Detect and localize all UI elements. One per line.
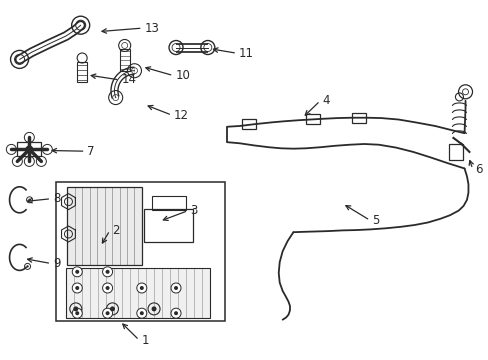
Circle shape	[26, 265, 29, 267]
Text: 1: 1	[141, 334, 148, 347]
Circle shape	[171, 283, 181, 293]
Bar	[305, 114, 319, 124]
Text: 11: 11	[239, 47, 254, 60]
Bar	[17, 143, 41, 156]
Bar	[151, 196, 185, 210]
Text: 4: 4	[322, 94, 329, 107]
Bar	[66, 268, 210, 318]
Circle shape	[102, 267, 112, 277]
Bar	[144, 209, 193, 242]
Text: 13: 13	[144, 22, 159, 35]
Bar	[242, 119, 256, 129]
Text: 5: 5	[371, 214, 379, 227]
Text: 8: 8	[53, 192, 61, 205]
Circle shape	[174, 311, 178, 315]
Circle shape	[105, 270, 109, 274]
Text: 7: 7	[87, 145, 95, 158]
Circle shape	[151, 306, 156, 311]
Circle shape	[137, 308, 146, 318]
Circle shape	[171, 308, 181, 318]
Text: 6: 6	[474, 163, 481, 176]
Circle shape	[102, 308, 112, 318]
Circle shape	[110, 306, 115, 311]
Circle shape	[25, 145, 33, 153]
Circle shape	[137, 283, 146, 293]
Circle shape	[72, 283, 82, 293]
Circle shape	[75, 286, 79, 290]
Text: 14: 14	[122, 73, 137, 86]
Circle shape	[174, 286, 178, 290]
Bar	[120, 49, 129, 72]
Bar	[67, 187, 142, 265]
Bar	[448, 144, 463, 160]
Text: 9: 9	[53, 257, 61, 270]
Circle shape	[72, 308, 82, 318]
Circle shape	[73, 306, 78, 311]
Circle shape	[140, 286, 143, 290]
Bar	[77, 62, 87, 82]
Text: 12: 12	[174, 109, 189, 122]
Circle shape	[105, 311, 109, 315]
Circle shape	[28, 199, 31, 201]
Text: 10: 10	[175, 69, 190, 82]
Circle shape	[75, 311, 79, 315]
Circle shape	[75, 270, 79, 274]
Bar	[56, 182, 224, 321]
Circle shape	[102, 283, 112, 293]
Text: 3: 3	[190, 204, 197, 217]
Bar	[352, 113, 366, 123]
Circle shape	[140, 311, 143, 315]
Circle shape	[105, 286, 109, 290]
Circle shape	[72, 267, 82, 277]
Text: 2: 2	[112, 224, 119, 237]
